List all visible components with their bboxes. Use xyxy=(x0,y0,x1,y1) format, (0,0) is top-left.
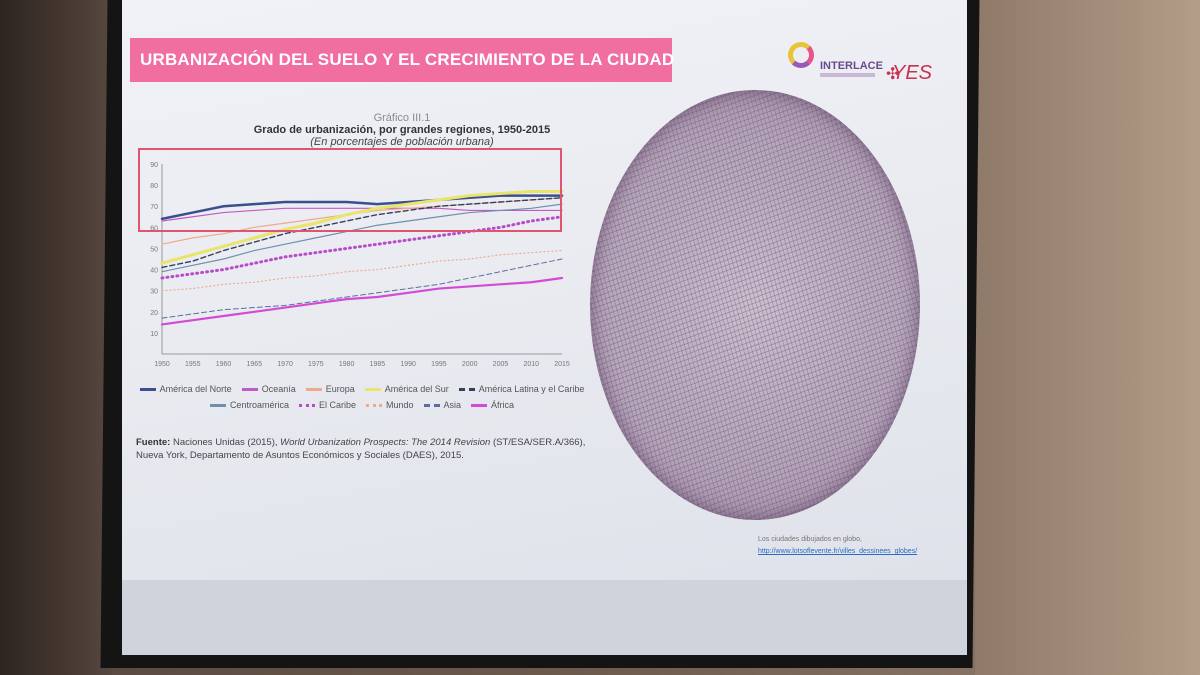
urbanization-line-chart: 10 20 30 40 50 60 70 80 90 1950 1955 1960 1965 1970 19… xyxy=(150,162,570,368)
series-line xyxy=(161,249,563,292)
legend-label: África xyxy=(491,400,515,410)
legend-label: Asia xyxy=(443,400,462,410)
legend-swatch xyxy=(365,403,382,407)
y-tick-label: 90 xyxy=(150,162,158,169)
legend-swatch xyxy=(458,387,475,391)
city-globe-illustration xyxy=(590,90,920,520)
legend-label: América del Norte xyxy=(159,384,232,394)
legend-item: América Latina y el Caribe xyxy=(458,384,585,394)
wall-right xyxy=(975,0,1200,675)
legend-label: América Latina y el Caribe xyxy=(478,384,585,394)
legend-label: El Caribe xyxy=(318,400,356,410)
chart-source: Fuente: Naciones Unidas (2015), World Ur… xyxy=(136,436,586,462)
yes-logo-icon: ✣ xyxy=(886,66,900,83)
legend-row: América del Norte Oceanía Europa América de… xyxy=(139,384,585,394)
x-tick-label: 2005 xyxy=(493,361,509,368)
y-tick-label: 10 xyxy=(150,331,158,338)
legend-label: Oceanía xyxy=(261,384,296,394)
source-text-before: Naciones Unidas (2015), xyxy=(172,437,278,448)
interlace-logo-subline xyxy=(820,73,875,77)
legend-item: América del Sur xyxy=(364,384,449,394)
legend-swatch xyxy=(423,403,440,407)
interlace-ring-icon xyxy=(788,42,814,68)
x-tick-label: 1960 xyxy=(216,361,232,368)
highlight-box xyxy=(138,148,562,232)
legend-label: Mundo xyxy=(385,400,414,410)
chart-title: Grado de urbanización, por grandes regio… xyxy=(253,124,551,136)
x-tick-label: 2000 xyxy=(462,361,478,368)
series-line xyxy=(160,194,564,221)
x-tick-label: 1995 xyxy=(431,361,447,368)
legend-item: Europa xyxy=(305,384,355,394)
legend-label: Centroamérica xyxy=(229,400,289,410)
x-tick-label: 1990 xyxy=(400,361,416,368)
y-tick-label: 80 xyxy=(150,183,158,190)
y-tick-label: 50 xyxy=(150,246,158,253)
x-tick-label: 2010 xyxy=(523,361,539,368)
series-line xyxy=(161,197,563,269)
series-line xyxy=(160,189,564,265)
y-tick-label: 60 xyxy=(150,225,158,232)
series-line xyxy=(160,215,564,280)
chart-subtitle: (En porcentajes de población urbana) xyxy=(310,136,494,148)
chart-number: Gráfico III.1 xyxy=(373,112,431,124)
projection-screen: URBANIZACIÓN DEL SUELO Y EL CRECIMIENTO … xyxy=(122,0,967,655)
legend-swatch xyxy=(364,387,381,391)
x-tick-label: 1950 xyxy=(154,361,170,368)
legend-item: El Caribe xyxy=(298,400,356,410)
chart-caption: Gráfico III.1 Grado de urbanización, por… xyxy=(242,112,562,148)
legend-item: Mundo xyxy=(365,400,414,410)
source-italic-title: World Urbanization Prospects: The 2014 R… xyxy=(280,437,491,448)
x-tick-label: 1985 xyxy=(370,361,386,368)
legend-item: Centroamérica xyxy=(209,400,289,410)
y-tick-label: 40 xyxy=(150,268,158,275)
x-tick-label: 1965 xyxy=(247,361,263,368)
y-tick-label: 30 xyxy=(150,289,158,296)
series-line xyxy=(160,276,564,326)
y-tick-label: 20 xyxy=(150,310,158,317)
yes-logo: YES xyxy=(892,62,933,84)
source-label: Fuente: xyxy=(136,437,171,448)
wall-left xyxy=(0,0,112,675)
legend-swatch xyxy=(471,403,488,407)
y-tick-label: 70 xyxy=(150,204,158,211)
legend-item: África xyxy=(471,400,514,410)
legend-swatch xyxy=(305,387,322,391)
legend-row: Centroamérica El Caribe Mundo Asia África xyxy=(142,400,582,410)
legend-swatch xyxy=(209,403,226,407)
slide-title-bar: URBANIZACIÓN DEL SUELO Y EL CRECIMIENTO … xyxy=(130,38,675,82)
legend-swatch xyxy=(241,387,258,391)
legend-swatch xyxy=(298,403,315,407)
x-tick-label: 1975 xyxy=(308,361,324,368)
legend-label: Europa xyxy=(325,384,355,394)
x-tick-label: 1970 xyxy=(277,361,293,368)
series-line xyxy=(161,203,563,273)
globe-link[interactable]: http://www.lotsoflevente.fr/villes_dessi… xyxy=(758,548,918,555)
slide: URBANIZACIÓN DEL SUELO Y EL CRECIMIENTO … xyxy=(122,0,967,580)
globe-caption: Los ciudades dibujados en globo, xyxy=(758,536,862,543)
source-text-after: (ST/ESA/SER.A/366), Nueva York, Departam… xyxy=(136,437,586,461)
legend-swatch xyxy=(139,387,156,391)
slide-title: URBANIZACIÓN DEL SUELO Y EL CRECIMIENTO … xyxy=(140,50,675,69)
legend-item: Asia xyxy=(423,400,462,410)
x-tick-label: 1955 xyxy=(185,361,201,368)
chart-legend: América del Norte Oceanía Europa América de… xyxy=(139,384,585,416)
interlace-logo: INTERLACE xyxy=(788,40,883,84)
x-tick-label: 1980 xyxy=(339,361,355,368)
legend-label: América del Sur xyxy=(384,384,449,394)
screen-lower-band xyxy=(122,580,967,655)
x-tick-label: 2015 xyxy=(554,361,570,368)
interlace-logo-text: INTERLACE xyxy=(820,60,883,72)
legend-item: América del Norte xyxy=(139,384,232,394)
series-line xyxy=(161,258,563,319)
legend-item: Oceanía xyxy=(241,384,296,394)
